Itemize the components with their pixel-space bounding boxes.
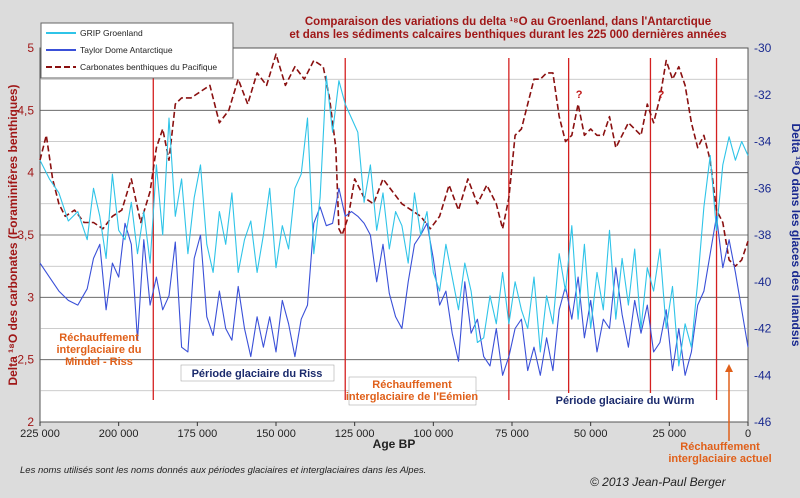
x-tick-label: 200 000 [99,428,139,440]
annotation-eemien-box [348,376,477,406]
annotation-mindel-line2: interglaciaire du [57,344,142,356]
y-left-axis-ticks: 2 2,5 3 3,5 4 4,5 5 [17,41,34,429]
legend: GRIP Groenland Taylor Dome Antarctique C… [40,22,234,79]
annotation-eemien-line2: interglaciaire de l'Eémien [346,391,479,403]
x-tick-label: 75 000 [495,428,529,440]
footer-note: Les noms utilisés sont les noms donnés a… [20,465,426,476]
y-left-tick-label: 2 [27,415,34,429]
y-left-tick-label: 3,5 [17,228,34,242]
x-tick-label: 50 000 [574,428,608,440]
annotation-actuel: Réchauffement interglaciaire actuel [668,364,772,465]
x-axis-label: Age BP [373,437,416,451]
annotation-eemien-line1: Réchauffement [372,379,452,391]
y-left-tick-label: 5 [27,41,34,55]
annotation-eemien: Réchauffement interglaciaire de l'Eémien [346,376,479,406]
annotation-wurm-box [558,393,693,408]
y-right-tick-label: -44 [754,368,772,382]
annotation-wurm-label: Période glaciaire du Würm [556,395,695,407]
annotation-actuel-line2: interglaciaire actuel [668,453,771,465]
y-left-axis-label: Delta ¹⁸O des carbonates (Foraminifères … [6,84,20,385]
y-right-tick-label: -36 [754,181,772,195]
x-tick-label: 100 000 [413,428,453,440]
annotation-mindel-riss: Réchauffement interglaciaire du Mindel -… [57,332,142,368]
annotation-riss-label: Période glaciaire du Riss [192,368,323,380]
x-tick-label: 150 000 [256,428,296,440]
copyright: © 2013 Jean-Paul Berger [590,475,727,489]
chart-title-line1: Comparaison des variations du delta ¹⁸O … [305,16,711,28]
series-grip [39,75,749,367]
y-right-tick-label: -30 [754,41,772,55]
y-right-axis-ticks: -46 -44 -42 -40 -38 -36 -34 -32 -30 [754,41,772,429]
y-right-tick-label: -40 [754,275,772,289]
question-mark: ? [576,89,583,101]
annotation-riss: Période glaciaire du Riss [180,364,335,382]
y-right-tick-label: -32 [754,88,772,102]
y-left-tick-label: 3 [27,290,34,304]
arrow-head-icon [725,364,733,372]
annotation-mindel-line1: Réchauffement [59,332,139,344]
y-left-tick-label: 4,5 [17,103,34,117]
y-right-tick-label: -42 [754,322,772,336]
annotation-wurm: Période glaciaire du Würm [556,393,695,408]
series-line-taylor-dome [39,187,749,376]
question-mark: ? [658,89,665,101]
x-tick-label: 175 000 [177,428,217,440]
x-tick-label: 25 000 [653,428,687,440]
chart-title-line2: et dans les sédiments calcaires benthiqu… [289,29,726,41]
question-marks: ?? [576,89,665,101]
y-left-tick-label: 4 [27,166,34,180]
y-right-tick-label: -34 [754,135,772,149]
legend-label-taylor: Taylor Dome Antarctique [80,45,173,55]
series-taylor-dome [39,187,749,376]
x-tick-label: 225 000 [20,428,60,440]
y-right-tick-label: -38 [754,228,772,242]
annotation-mindel-line3: Mindel - Riss [65,356,133,368]
annotation-actuel-line1: Réchauffement [680,441,760,453]
legend-label-grip: GRIP Groenland [80,28,143,38]
x-tick-label: 0 [745,428,751,440]
series-line-grip [39,75,749,367]
annotation-riss-box [180,364,335,382]
legend-label-carbonates: Carbonates benthiques du Pacifique [80,62,217,72]
y-right-axis-label: Delta ¹⁸O dans les glaces des inlandsis [789,123,800,346]
x-tick-label: 125 000 [335,428,375,440]
x-axis-ticks: 225 000 200 000 175 000 150 000 125 000 100 0… [20,422,751,440]
y-right-tick-label: -46 [754,415,772,429]
y-left-tick-label: 2,5 [17,353,34,367]
